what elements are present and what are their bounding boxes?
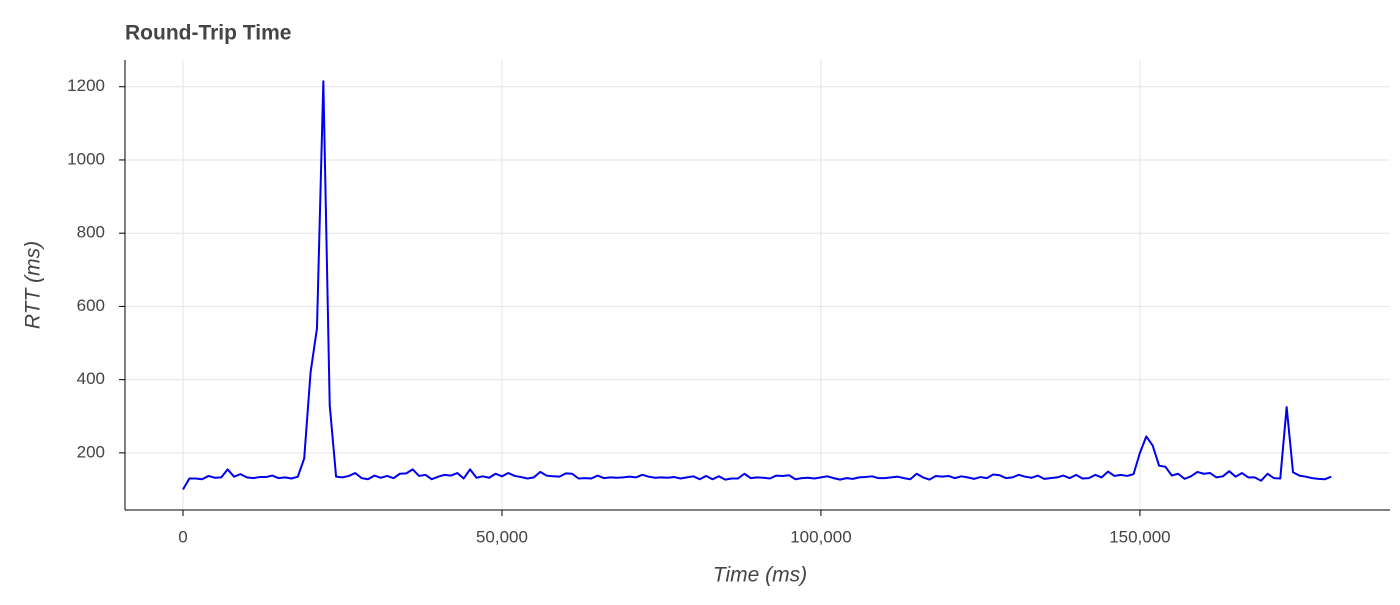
x-axis-label: Time (ms) <box>713 564 807 587</box>
y-tick-label: 400 <box>77 369 105 388</box>
rtt-line <box>182 80 1332 491</box>
x-tick-label: 150,000 <box>1109 527 1170 546</box>
y-tick-label: 600 <box>77 296 105 315</box>
chart-title: Round-Trip Time <box>125 22 291 45</box>
y-tick-label: 1000 <box>67 149 105 168</box>
y-tick-label: 1200 <box>67 76 105 95</box>
y-tick-label: 800 <box>77 223 105 242</box>
x-tick-label: 100,000 <box>790 527 851 546</box>
x-tick-label: 50,000 <box>476 527 528 546</box>
y-tick-label: 200 <box>77 442 105 461</box>
x-tick-label: 0 <box>178 527 187 546</box>
y-axis-label: RTT (ms) <box>22 241 45 329</box>
